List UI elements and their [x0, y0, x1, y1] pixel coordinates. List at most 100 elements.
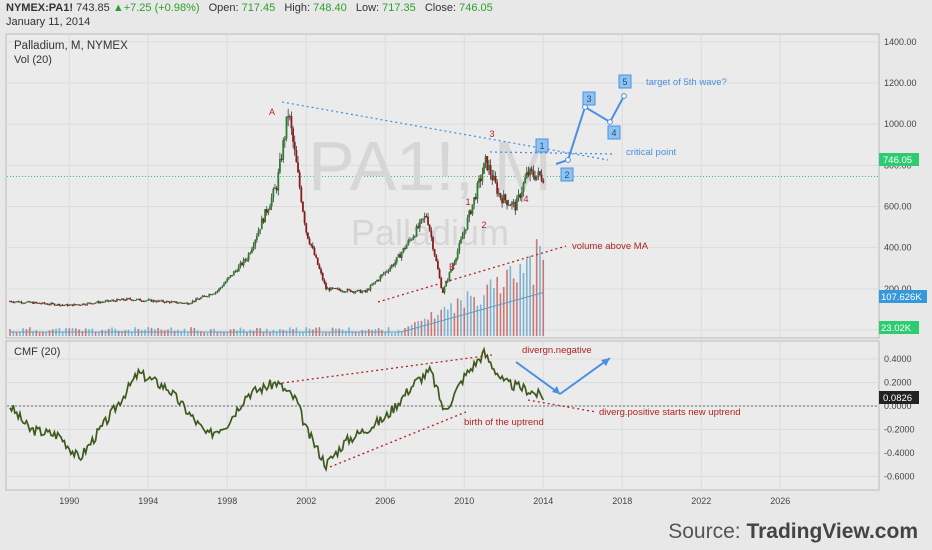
price-candle-body	[339, 289, 342, 292]
price-candle-body	[300, 187, 303, 202]
price-candle-body	[469, 210, 472, 215]
price-candle-body	[336, 288, 339, 290]
price-candle-body	[270, 197, 273, 207]
price-candle-body	[537, 171, 540, 176]
price-candle-body	[262, 218, 265, 223]
price-candle-body	[417, 226, 420, 228]
price-candle-body	[267, 209, 270, 213]
volume-bars	[9, 239, 545, 336]
price-candle-body	[532, 170, 535, 177]
volume-bar	[269, 332, 271, 336]
time-tick-label: 1994	[138, 496, 158, 506]
price-candle-body	[27, 301, 30, 303]
volume-bar	[364, 330, 367, 336]
price-candle-body	[372, 282, 375, 285]
price-candle-body	[381, 274, 383, 277]
price-candle-body	[23, 302, 26, 304]
price-candle-body	[150, 299, 153, 302]
symbol-name[interactable]: NYMEX:PA1!	[6, 2, 74, 14]
price-candle-body	[353, 291, 355, 293]
volume-bar	[104, 330, 107, 336]
price-candle-body	[178, 302, 181, 304]
divergence-positive-note: diverg.positive starts new uptrend	[599, 407, 741, 418]
volume-note: volume above MA	[572, 241, 649, 252]
cmf-pane[interactable]	[5, 340, 880, 491]
price-candle-body	[137, 298, 140, 300]
main-pane[interactable]	[5, 33, 880, 339]
price-candle-body	[362, 290, 365, 292]
price-candle-body	[242, 259, 245, 265]
price-candle-body	[35, 302, 38, 304]
price-candle-body	[275, 187, 278, 191]
snapshot-date: January 11, 2014	[6, 16, 91, 28]
cmf-axis[interactable]: 0.4000 0.2000 0.0000 -0.2000 -0.4000 -0.6000	[884, 354, 915, 482]
price-candle-body	[448, 272, 451, 281]
price-tick-label: 600.00	[884, 202, 912, 212]
low-value: 717.35	[382, 2, 416, 14]
price-candle-body	[227, 277, 230, 279]
symbol-header: NYMEX:PA1! 743.85 ▲+7.25 (+0.98%) Open: …	[6, 2, 493, 14]
price-candle-body	[384, 271, 387, 274]
cmf-tick-label: 0.2000	[884, 378, 912, 388]
price-candle-body	[435, 255, 438, 262]
wave-badge	[582, 91, 596, 106]
price-candle-body	[53, 303, 56, 306]
price-candle-body	[114, 300, 117, 302]
volume-bar	[483, 295, 485, 336]
volume-bar	[371, 330, 373, 336]
price-candle-body	[198, 298, 201, 300]
volume-bar	[223, 332, 225, 336]
volume-bar	[519, 264, 522, 336]
price-candle-body	[474, 197, 477, 200]
volume-bar	[473, 297, 475, 336]
volume-bar	[78, 329, 80, 336]
volume-bar	[127, 329, 130, 336]
price-candle-body	[405, 244, 408, 249]
source-credit: Source: TradingView.com	[668, 520, 918, 544]
price-candle-body	[437, 261, 439, 270]
price-candle-body	[402, 248, 405, 253]
volume-bar	[19, 331, 21, 336]
price-candle-body	[206, 296, 209, 298]
volume-bar	[522, 272, 525, 336]
price-candle-body	[506, 200, 508, 206]
price-candle-body	[483, 162, 485, 174]
volume-bar	[351, 331, 354, 336]
open-value: 717.45	[241, 2, 276, 14]
price-candle-body	[509, 204, 512, 206]
wave-badge-label: 5	[622, 77, 627, 87]
price-tick-label: 1000.00	[884, 119, 917, 129]
price-candle-body	[229, 275, 232, 278]
volume-bar	[101, 329, 103, 336]
high-value: 748.40	[313, 2, 347, 14]
volume-bar	[292, 329, 294, 336]
price-candle-body	[246, 259, 248, 261]
price-candle-body	[180, 302, 183, 304]
price-candle-body	[280, 158, 283, 160]
price-candle-body	[211, 294, 214, 296]
volume-bar	[354, 332, 357, 336]
price-candle-body	[497, 193, 500, 195]
volume-bar	[463, 307, 466, 336]
price-candle-body	[257, 230, 260, 237]
price-candle-body	[522, 182, 525, 192]
price-candles	[9, 108, 545, 307]
wave-badge-label: 1	[539, 141, 544, 151]
volume-bar	[374, 329, 377, 336]
price-candle-body	[25, 301, 28, 303]
price-candle-body	[58, 303, 61, 306]
price-candle-body	[111, 300, 113, 302]
volume-bar	[285, 330, 288, 336]
price-candle-body	[290, 116, 293, 129]
price-candle-body	[33, 302, 36, 304]
price-candle-body	[219, 287, 222, 289]
price-candle-body	[122, 298, 125, 300]
wave-badge	[560, 167, 574, 182]
volume-bar	[209, 329, 212, 336]
time-axis[interactable]: 1990 1994 1998 2002 2006 2010 2014 2018 2022 2026	[59, 496, 790, 506]
price-candle-body	[170, 301, 173, 303]
volume-bar	[48, 330, 51, 336]
source-brand[interactable]: TradingView.com	[746, 520, 918, 543]
price-candle-body	[175, 301, 178, 304]
